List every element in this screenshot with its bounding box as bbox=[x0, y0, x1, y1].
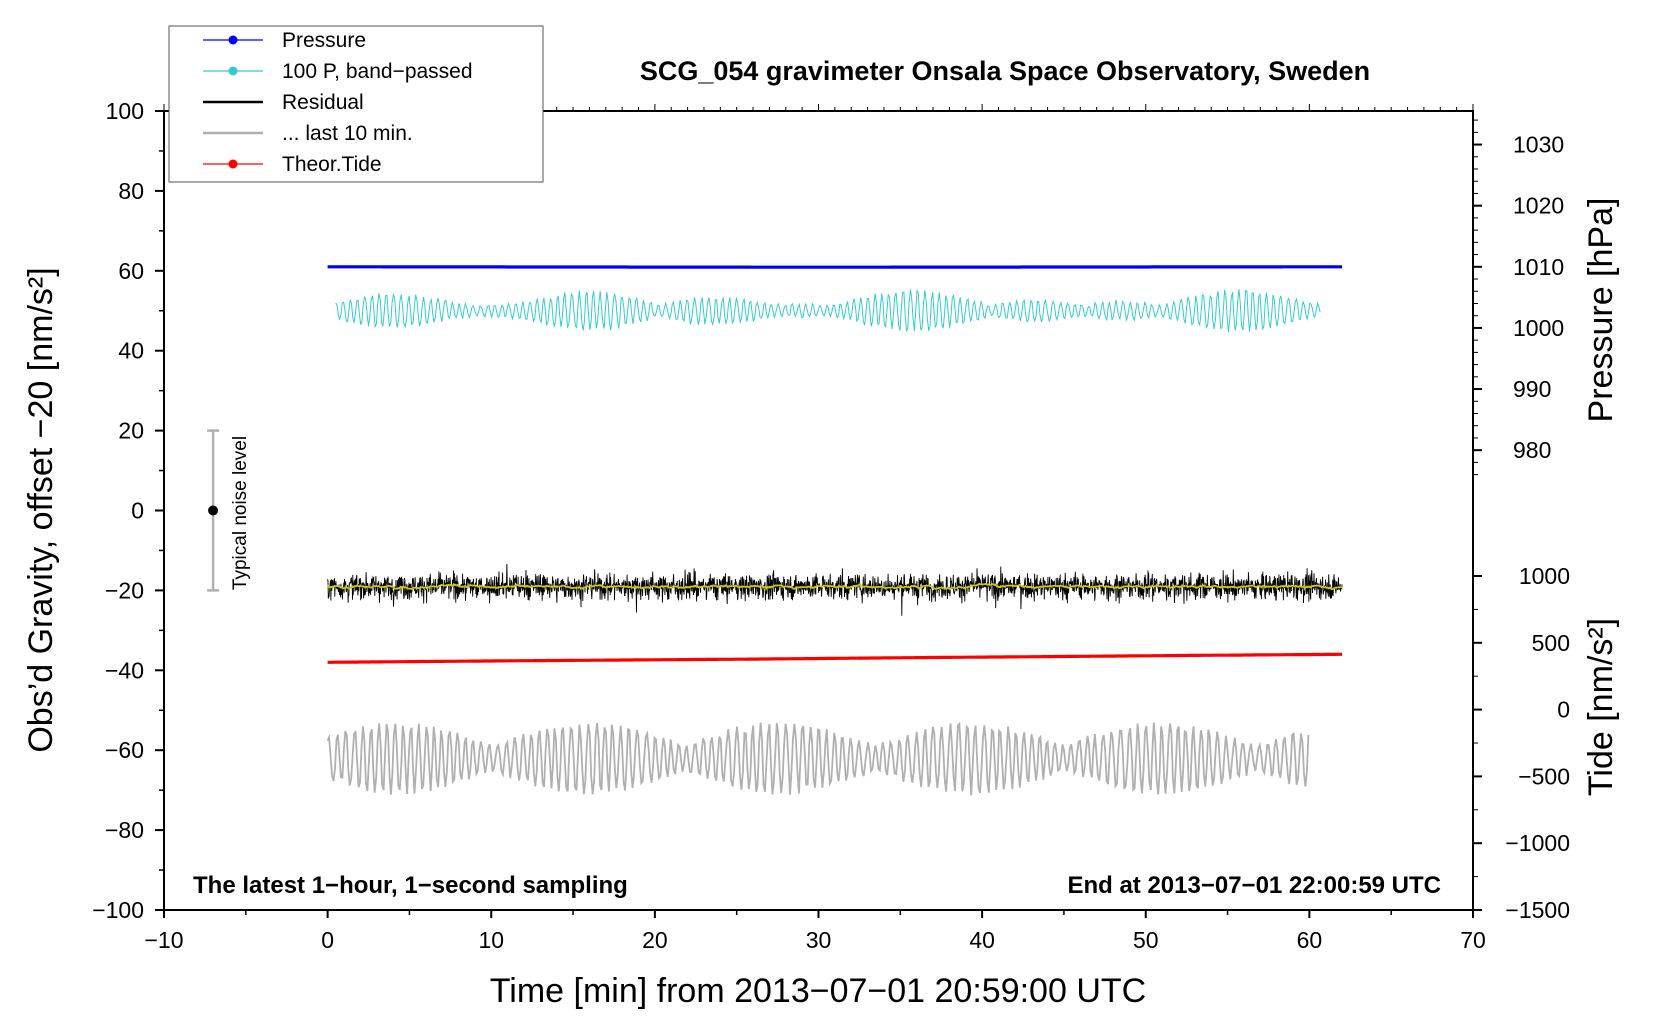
y-tick-label: −40 bbox=[105, 657, 144, 683]
y-tick-label: 80 bbox=[118, 178, 144, 204]
legend-label: 100 P, band−passed bbox=[282, 60, 473, 83]
pressure-tick-label: 1030 bbox=[1513, 132, 1564, 158]
y-tick-label: 0 bbox=[131, 498, 144, 524]
series-layer bbox=[326, 265, 1343, 796]
series-theor-tide bbox=[327, 652, 1343, 664]
legend-item: Pressure bbox=[203, 29, 366, 52]
x-tick-label: 70 bbox=[1460, 927, 1486, 953]
chart-title: SCG_054 gravimeter Onsala Space Observat… bbox=[640, 56, 1370, 86]
x-tick-label: 0 bbox=[321, 927, 334, 953]
tide-axis-title: Tide [nm/s²] bbox=[1582, 618, 1620, 796]
series-residual-smoothed bbox=[327, 582, 1343, 591]
pressure-tick-label: 1010 bbox=[1513, 254, 1564, 280]
legend-label: Theor.Tide bbox=[282, 153, 382, 176]
x-tick-label: 40 bbox=[969, 927, 995, 953]
y-tick-label: −60 bbox=[105, 737, 144, 763]
tide-tick-label: −500 bbox=[1518, 763, 1570, 789]
y-axis-left: −100 −80 −60 −40 −20 0 20 40 60 80 100 bbox=[92, 98, 164, 923]
x-tick-label: 60 bbox=[1297, 927, 1323, 953]
x-tick-label: −10 bbox=[144, 927, 183, 953]
y-tick-label: −80 bbox=[105, 817, 144, 843]
corner-note-left: The latest 1−hour, 1−second sampling bbox=[193, 872, 628, 899]
legend-item: Theor.Tide bbox=[203, 153, 382, 176]
y-tick-label: −100 bbox=[92, 897, 144, 923]
y-axis-title-left: Obs’d Gravity, offset −20 [nm/s²] bbox=[22, 267, 60, 752]
legend-item: ... last 10 min. bbox=[203, 122, 413, 145]
y-tick-label: 60 bbox=[118, 258, 144, 284]
series-last-10-min bbox=[326, 721, 1310, 796]
pressure-tick-label: 980 bbox=[1513, 437, 1551, 463]
x-tick-label: 10 bbox=[478, 927, 504, 953]
tide-tick-label: 0 bbox=[1557, 697, 1570, 723]
pressure-tick-label: 1020 bbox=[1513, 193, 1564, 219]
pressure-tick-label: 1000 bbox=[1513, 315, 1564, 341]
tide-tick-label: 1000 bbox=[1519, 563, 1570, 589]
tide-axis: −1500 −1000 −500 0 500 1000 bbox=[1473, 563, 1570, 923]
series-residual bbox=[327, 563, 1343, 616]
x-tick-label: 30 bbox=[806, 927, 832, 953]
x-axis-title: Time [min] from 2013−07−01 20:59:00 UTC bbox=[490, 972, 1146, 1010]
legend-item: Residual bbox=[203, 91, 364, 114]
legend-marker bbox=[228, 35, 238, 45]
legend: Pressure 100 P, band−passed Residual ... la… bbox=[168, 25, 544, 183]
legend-label: Residual bbox=[282, 91, 364, 114]
noise-bar-center bbox=[208, 505, 219, 516]
pressure-tick-label: 990 bbox=[1513, 376, 1551, 402]
legend-marker bbox=[228, 159, 238, 169]
tide-tick-label: 500 bbox=[1532, 630, 1570, 656]
x-tick-label: 50 bbox=[1133, 927, 1159, 953]
y-tick-label: 40 bbox=[118, 338, 144, 364]
noise-level-bar bbox=[207, 429, 220, 592]
noise-level-label: Typical noise level bbox=[230, 436, 251, 590]
legend-box bbox=[168, 25, 544, 183]
legend-item: 100 P, band−passed bbox=[203, 60, 473, 83]
corner-note-right: End at 2013−07−01 22:00:59 UTC bbox=[1067, 872, 1441, 899]
legend-marker bbox=[228, 66, 238, 76]
x-tick-label: 20 bbox=[642, 927, 668, 953]
tide-tick-label: −1500 bbox=[1505, 897, 1570, 923]
plot-frame bbox=[163, 110, 1474, 911]
series-band-passed-pressure bbox=[335, 289, 1321, 333]
y-tick-label: 100 bbox=[106, 98, 144, 124]
pressure-axis-title: Pressure [hPa] bbox=[1582, 198, 1620, 423]
tide-tick-label: −1000 bbox=[1505, 830, 1570, 856]
pressure-axis: 980 990 1000 1010 1020 1030 bbox=[1472, 113, 1564, 481]
y-tick-label: 20 bbox=[118, 418, 144, 444]
x-axis: −10 0 10 20 30 40 50 60 70 bbox=[144, 910, 1486, 953]
legend-label: Pressure bbox=[282, 29, 366, 52]
y-tick-label: −20 bbox=[105, 577, 144, 603]
legend-label: ... last 10 min. bbox=[282, 122, 413, 145]
